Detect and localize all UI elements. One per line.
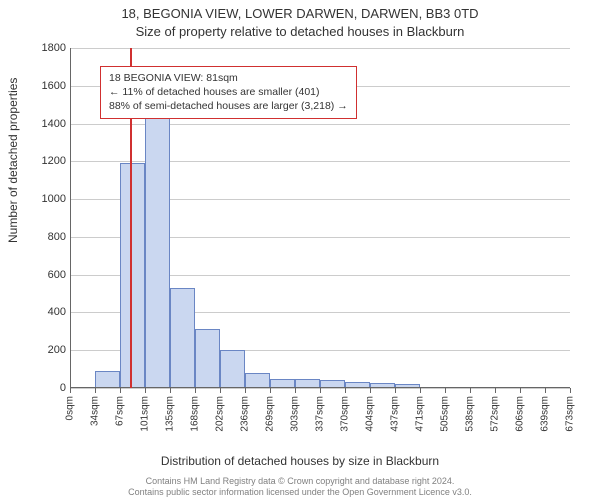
plot-area: 18 BEGONIA VIEW: 81sqm ← 11% of detached… [70, 48, 570, 388]
x-tick-mark [95, 388, 96, 393]
chart-title-sub: Size of property relative to detached ho… [0, 24, 600, 39]
y-tick-label: 400 [6, 306, 66, 318]
x-tick-label: 0sqm [65, 396, 76, 420]
x-tick-mark [195, 388, 196, 393]
x-tick-mark [320, 388, 321, 393]
x-tick-label: 135sqm [165, 396, 176, 432]
x-tick-mark [570, 388, 571, 393]
x-tick-mark [70, 388, 71, 393]
y-tick-label: 1000 [6, 193, 66, 205]
x-tick-label: 303sqm [290, 396, 301, 432]
y-tick-label: 1200 [6, 155, 66, 167]
x-tick-mark [520, 388, 521, 393]
footer-line-1: Contains HM Land Registry data © Crown c… [0, 476, 600, 487]
x-tick-label: 572sqm [490, 396, 501, 432]
histogram-bar [145, 101, 170, 388]
histogram-bar [170, 288, 195, 388]
x-tick-mark [145, 388, 146, 393]
histogram-bar [195, 329, 220, 388]
x-tick-label: 404sqm [365, 396, 376, 432]
x-tick-mark [295, 388, 296, 393]
y-tick-label: 1800 [6, 42, 66, 54]
x-tick-label: 337sqm [315, 396, 326, 432]
x-tick-label: 101sqm [140, 396, 151, 432]
histogram-bar [120, 163, 145, 388]
x-tick-label: 538sqm [465, 396, 476, 432]
info-line-2: ← 11% of detached houses are smaller (40… [109, 85, 348, 99]
x-tick-mark [245, 388, 246, 393]
info-line-1: 18 BEGONIA VIEW: 81sqm [109, 71, 348, 85]
x-tick-label: 673sqm [565, 396, 576, 432]
histogram-bar [95, 371, 120, 388]
x-tick-label: 437sqm [390, 396, 401, 432]
histogram-bar [220, 350, 245, 388]
x-tick-mark [420, 388, 421, 393]
x-tick-mark [270, 388, 271, 393]
x-tick-label: 168sqm [190, 396, 201, 432]
x-tick-label: 236sqm [240, 396, 251, 432]
chart-title-main: 18, BEGONIA VIEW, LOWER DARWEN, DARWEN, … [0, 6, 600, 21]
x-tick-mark [495, 388, 496, 393]
chart-container: 18, BEGONIA VIEW, LOWER DARWEN, DARWEN, … [0, 0, 600, 500]
y-tick-label: 800 [6, 231, 66, 243]
x-tick-label: 471sqm [415, 396, 426, 432]
x-tick-mark [170, 388, 171, 393]
x-tick-mark [395, 388, 396, 393]
x-tick-label: 639sqm [540, 396, 551, 432]
x-tick-label: 67sqm [115, 396, 126, 426]
y-axis-line [70, 48, 71, 388]
info-line-3: 88% of semi-detached houses are larger (… [109, 99, 348, 113]
x-tick-label: 606sqm [515, 396, 526, 432]
x-tick-label: 202sqm [215, 396, 226, 432]
x-axis-label: Distribution of detached houses by size … [0, 454, 600, 468]
y-tick-label: 0 [6, 382, 66, 394]
footer-line-2: Contains public sector information licen… [0, 487, 600, 498]
x-tick-mark [345, 388, 346, 393]
x-tick-mark [470, 388, 471, 393]
histogram-bar [245, 373, 270, 388]
x-tick-mark [220, 388, 221, 393]
footer-attribution: Contains HM Land Registry data © Crown c… [0, 476, 600, 499]
y-tick-label: 600 [6, 269, 66, 281]
x-tick-mark [120, 388, 121, 393]
y-tick-label: 1600 [6, 80, 66, 92]
x-tick-label: 269sqm [265, 396, 276, 432]
y-tick-label: 200 [6, 344, 66, 356]
x-tick-label: 505sqm [440, 396, 451, 432]
x-tick-mark [545, 388, 546, 393]
info-box: 18 BEGONIA VIEW: 81sqm ← 11% of detached… [100, 66, 357, 119]
x-tick-label: 34sqm [90, 396, 101, 426]
y-tick-label: 1400 [6, 118, 66, 130]
x-tick-mark [445, 388, 446, 393]
x-tick-mark [370, 388, 371, 393]
x-tick-label: 370sqm [340, 396, 351, 432]
